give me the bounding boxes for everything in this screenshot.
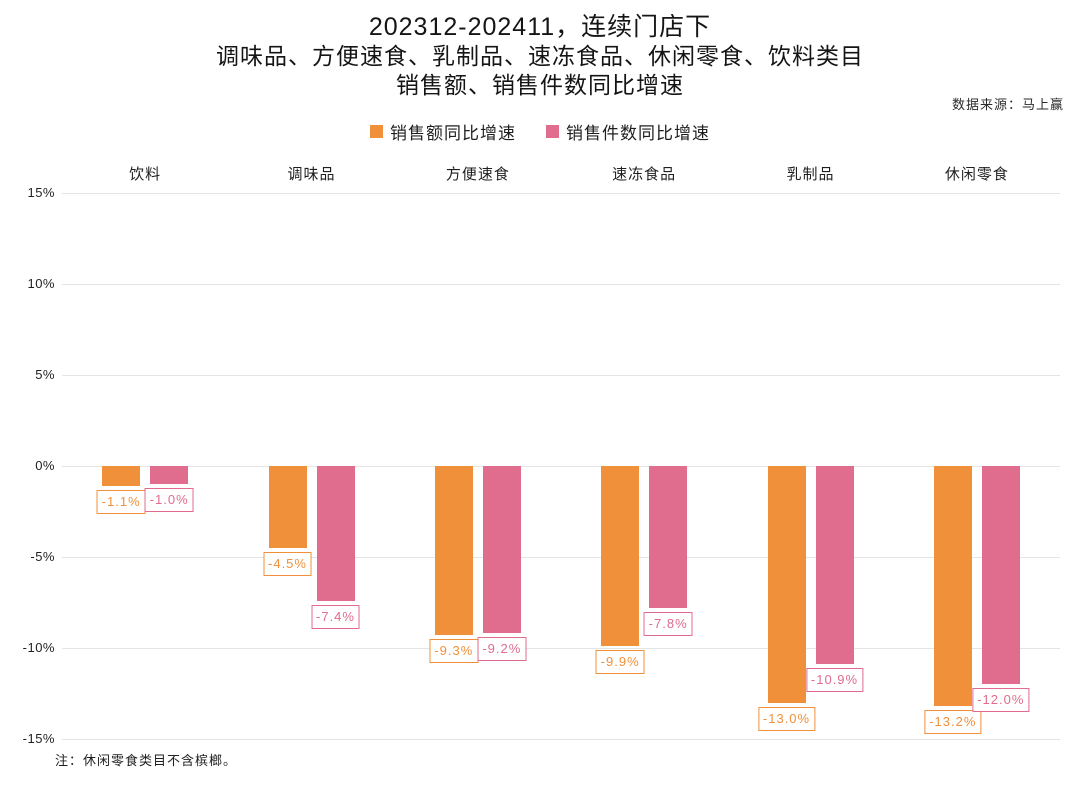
gridline [62, 557, 1060, 558]
y-axis-tick-label: 0% [35, 458, 55, 473]
footnote: 注：休闲零食类目不含槟榔。 [55, 753, 238, 768]
bar-sales-amount [268, 466, 307, 548]
gridline [62, 375, 1060, 376]
bar-sales-amount [767, 466, 806, 703]
chart-title-line2: 调味品、方便速食、乳制品、速冻食品、休闲零食、饮料类目 [216, 43, 864, 69]
legend-item-2: 销售件数同比增速 [546, 119, 710, 144]
y-axis-tick-label: 10% [27, 276, 55, 291]
bar-sales-count [150, 466, 189, 485]
category-label-6: 休闲零食 [944, 166, 1009, 183]
legend-label: 销售额同比增速 [390, 124, 516, 143]
bar-value-label: -9.2% [477, 637, 527, 662]
y-axis-tick-label: -10% [22, 640, 55, 655]
bar-value-label: -7.4% [311, 604, 360, 629]
bar-value-label: -1.1% [96, 490, 146, 515]
gridline [62, 739, 1060, 740]
category-label-1: 饮料 [129, 166, 162, 183]
bar-sales-count [316, 466, 355, 601]
bar-sales-amount [102, 466, 141, 487]
bar-sales-amount [601, 466, 640, 647]
category-label-4: 速冻食品 [612, 166, 677, 183]
bar-value-label: -13.0% [757, 706, 816, 731]
chart-legend: 销售额同比增速 销售件数同比增速 [0, 119, 1080, 144]
legend-label: 销售件数同比增速 [566, 124, 710, 143]
chart-title: 202312-202411，连续门店下 调味品、方便速食、乳制品、速冻食品、休闲… [0, 12, 1080, 100]
category-label-3: 方便速食 [445, 166, 510, 183]
legend-swatch-icon [370, 125, 383, 138]
gridline [62, 193, 1060, 194]
bar-sales-count [482, 466, 521, 634]
gridline [62, 466, 1060, 467]
y-axis-tick-label: -5% [30, 549, 55, 564]
y-axis-tick-label: 5% [35, 367, 55, 382]
gridline [62, 648, 1060, 649]
bar-value-label: -13.2% [924, 710, 982, 735]
bar-value-label: -9.9% [595, 650, 645, 675]
chart-title-line3: 销售额、销售件数同比增速 [396, 72, 684, 98]
y-axis-tick-label: -15% [22, 731, 55, 746]
bar-sales-amount [434, 466, 473, 636]
legend-swatch-icon [546, 125, 559, 138]
gridline [62, 284, 1060, 285]
data-source-label: 数据来源：马上赢 [951, 97, 1064, 112]
category-label-5: 乳制品 [786, 166, 835, 183]
bar-sales-count [981, 466, 1020, 685]
bar-value-label: -7.8% [643, 611, 693, 636]
bar-value-label: -10.9% [805, 668, 864, 693]
bar-value-label: -4.5% [263, 551, 312, 576]
bar-value-label: -9.3% [429, 639, 479, 664]
legend-item-1: 销售额同比增速 [370, 119, 516, 144]
chart-title-line1: 202312-202411，连续门店下 [368, 13, 712, 41]
bar-sales-count [649, 466, 688, 608]
category-label-2: 调味品 [287, 166, 336, 183]
bar-value-label: -12.0% [972, 688, 1030, 713]
bar-sales-amount [933, 466, 972, 707]
bar-sales-count [815, 466, 854, 665]
y-axis-tick-label: 15% [27, 185, 55, 200]
bar-value-label: -1.0% [144, 488, 194, 513]
